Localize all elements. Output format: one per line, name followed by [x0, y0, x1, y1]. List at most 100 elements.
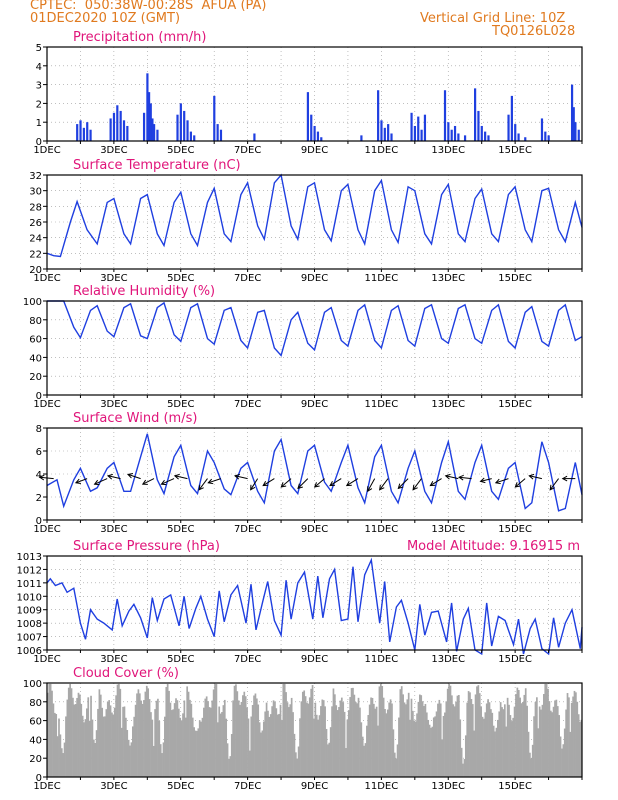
- cloud-bar: [223, 699, 226, 777]
- wind-barb-shaft: [198, 478, 208, 491]
- cloud-bar: [416, 713, 418, 777]
- wind-barb-shaft: [397, 478, 409, 489]
- pres-ytick-label: 1009: [17, 606, 42, 617]
- wind-ytick-label: 8: [36, 424, 42, 435]
- pres-title: Surface Pressure (hPa): [73, 539, 220, 554]
- cloud-bar: [90, 695, 92, 777]
- temp-ytick-label: 28: [29, 202, 42, 213]
- cloud-bar: [261, 730, 264, 777]
- pres-xtick-label: 3DEC: [100, 654, 127, 665]
- cloud-bar: [141, 703, 144, 777]
- cloud-bar: [275, 708, 278, 777]
- cloud-bar: [377, 725, 379, 777]
- wind-barb-shaft: [379, 478, 389, 491]
- cloud-bar: [249, 750, 251, 777]
- cloud-bar: [115, 695, 117, 777]
- cloud-bar: [356, 703, 358, 777]
- cloud-bar: [476, 686, 478, 777]
- header-date: 01DEC2020 10Z (GMT): [30, 11, 181, 26]
- precip-bar: [457, 133, 460, 141]
- cloud-bar: [161, 753, 163, 777]
- wind-barb-shaft: [480, 478, 492, 482]
- cloud-bar: [379, 683, 382, 777]
- cloud-bar: [207, 701, 209, 777]
- wind-barb-head: [514, 482, 521, 488]
- cloud-bar: [409, 719, 411, 777]
- cloud-ytick-label: 20: [29, 754, 42, 765]
- wind-barb-shaft: [107, 475, 121, 480]
- precip-bar: [474, 88, 477, 141]
- cloud-bar: [94, 742, 97, 777]
- temp-ytick-label: 24: [29, 234, 42, 245]
- cloud-bar: [458, 694, 460, 777]
- precip-xtick-label: 1DEC: [33, 145, 60, 156]
- wind-barb-head: [38, 474, 45, 481]
- cloud-bar: [545, 683, 548, 777]
- cloud-bar: [134, 704, 137, 777]
- cloud-bar: [470, 699, 473, 777]
- cloud-bar: [353, 694, 356, 777]
- precip-bar: [186, 120, 189, 141]
- rh-xtick-label: 3DEC: [100, 399, 127, 410]
- cloud-bar: [498, 711, 501, 777]
- precip-bar: [510, 95, 513, 141]
- temp-ytick-label: 20: [29, 265, 42, 276]
- precip-ytick-label: 0: [36, 137, 42, 148]
- wind-barb-shaft: [412, 478, 422, 491]
- cloud-bar: [509, 715, 512, 777]
- rh-ytick-label: 100: [23, 297, 42, 308]
- cloud-bar: [487, 699, 489, 777]
- cloud-bar: [229, 756, 232, 777]
- wind-barb-shaft: [94, 478, 108, 485]
- cloud-bar: [322, 700, 325, 777]
- header-location: CPTEC: 050:38W-00:28S AFUA (PA): [30, 0, 267, 13]
- cloud-bar: [334, 694, 336, 777]
- wind-barb-head: [549, 484, 555, 491]
- precip-bar: [213, 95, 216, 141]
- temp-ytick-label: 26: [29, 218, 42, 229]
- cloud-bar: [548, 701, 551, 777]
- cloud-bar: [432, 717, 435, 777]
- cloud-bar: [51, 690, 53, 777]
- cloud-bar: [127, 739, 130, 777]
- cloud-bar: [122, 706, 124, 777]
- cloud-bar: [101, 707, 104, 777]
- cloud-bar: [140, 700, 143, 777]
- wind-ytick-label: 0: [36, 516, 42, 527]
- cloud-bar: [83, 722, 85, 777]
- cloud-bar: [555, 699, 558, 777]
- cloud-bar: [201, 717, 204, 777]
- precip-bar: [390, 133, 393, 141]
- cloud-bar: [293, 733, 296, 777]
- cloud-bar: [402, 694, 404, 777]
- precip-bar: [146, 73, 149, 141]
- cloud-bar: [137, 689, 140, 777]
- precip-bar: [310, 114, 313, 141]
- wind-barb-head: [528, 473, 535, 480]
- cloud-bar: [357, 697, 360, 777]
- pres-xtick-label: 7DEC: [234, 654, 261, 665]
- cloud-bar: [133, 716, 136, 777]
- cloud-bar: [315, 714, 318, 777]
- cloud-bar: [175, 698, 177, 777]
- cloud-bar: [517, 690, 520, 777]
- cloud-bar: [162, 742, 165, 777]
- precip-bar: [153, 124, 156, 141]
- cloud-bar: [513, 706, 516, 777]
- cloud-bar: [536, 697, 538, 777]
- cloud-bar: [66, 699, 69, 777]
- cloud-bar: [342, 702, 345, 777]
- cloud-bar: [286, 702, 289, 777]
- cloud-bar: [52, 703, 55, 777]
- cloud-bar: [65, 716, 67, 777]
- cloud-bar: [508, 704, 510, 777]
- cloud-ytick-label: 40: [29, 735, 42, 746]
- cloud-bar: [265, 702, 268, 777]
- cloud-bar: [108, 700, 110, 777]
- rh-ytick-label: 0: [36, 391, 42, 402]
- cloud-bar: [455, 701, 457, 777]
- rh-xtick-label: 15DEC: [498, 399, 532, 410]
- cloud-bar: [172, 709, 175, 777]
- cloud-bar: [488, 702, 491, 777]
- wind-barb-head: [429, 480, 436, 487]
